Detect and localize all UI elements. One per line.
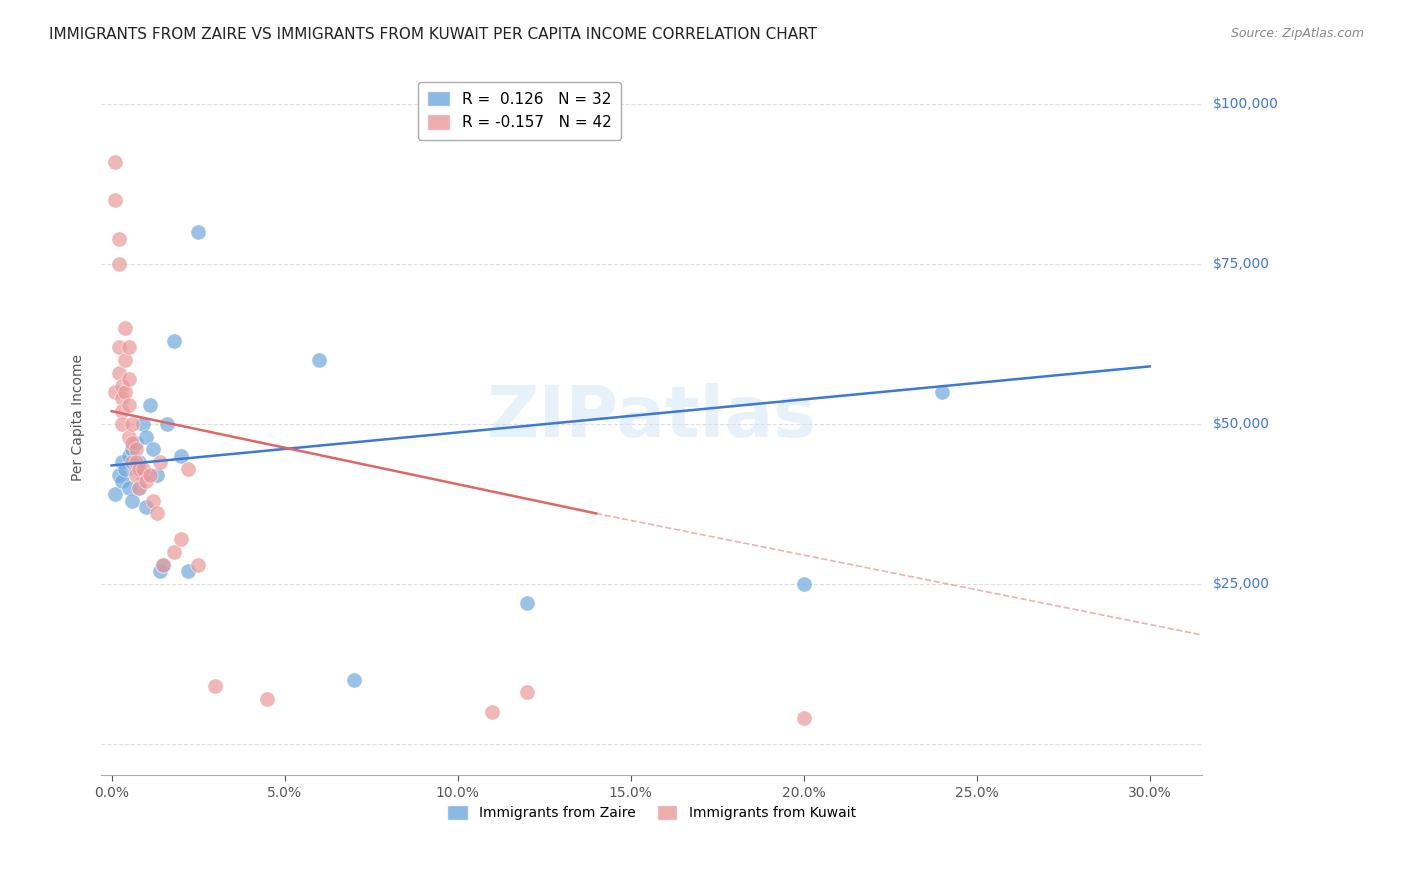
Immigrants from Kuwait [118,398,141,412]
Immigrants from Kuwait [104,154,127,169]
Immigrants from Zaire [114,461,136,475]
Immigrants from Zaire [145,468,167,483]
Immigrants from Zaire [931,384,953,399]
Immigrants from Kuwait [135,475,157,489]
Text: $50,000: $50,000 [1212,417,1270,431]
Immigrants from Kuwait [107,231,129,245]
Immigrants from Kuwait [118,430,141,444]
Immigrants from Zaire [308,353,330,368]
Immigrants from Zaire [163,334,186,348]
Immigrants from Zaire [121,493,143,508]
Immigrants from Kuwait [170,532,193,546]
Immigrants from Zaire [132,468,155,483]
Immigrants from Kuwait [142,493,165,508]
Immigrants from Kuwait [104,193,127,207]
Immigrants from Zaire [128,481,150,495]
Immigrants from Kuwait [107,366,129,380]
Immigrants from Zaire [125,461,148,475]
Immigrants from Kuwait [152,558,174,572]
Immigrants from Zaire [118,449,141,463]
Immigrants from Kuwait [104,384,127,399]
Immigrants from Kuwait [121,455,143,469]
Text: IMMIGRANTS FROM ZAIRE VS IMMIGRANTS FROM KUWAIT PER CAPITA INCOME CORRELATION CH: IMMIGRANTS FROM ZAIRE VS IMMIGRANTS FROM… [49,27,817,42]
Immigrants from Kuwait [481,705,503,719]
Immigrants from Kuwait [114,353,136,368]
Immigrants from Kuwait [187,558,209,572]
Immigrants from Zaire [128,455,150,469]
Immigrants from Kuwait [118,340,141,354]
Immigrants from Kuwait [132,461,155,475]
Immigrants from Kuwait [204,679,226,693]
Immigrants from Kuwait [125,442,148,457]
Immigrants from Kuwait [128,461,150,475]
Immigrants from Zaire [125,436,148,450]
Immigrants from Kuwait [111,378,134,392]
Immigrants from Kuwait [114,384,136,399]
Immigrants from Zaire [149,564,172,578]
Immigrants from Zaire [138,398,160,412]
Immigrants from Kuwait [163,545,186,559]
Immigrants from Kuwait [128,481,150,495]
Text: $75,000: $75,000 [1212,257,1270,271]
Legend: Immigrants from Zaire, Immigrants from Kuwait: Immigrants from Zaire, Immigrants from K… [441,800,862,826]
Immigrants from Zaire [135,500,157,514]
Immigrants from Kuwait [111,392,134,406]
Immigrants from Zaire [177,564,200,578]
Immigrants from Zaire [118,481,141,495]
Immigrants from Zaire [170,449,193,463]
Immigrants from Zaire [111,455,134,469]
Immigrants from Zaire [111,475,134,489]
Immigrants from Zaire [142,442,165,457]
Text: $100,000: $100,000 [1212,97,1278,112]
Immigrants from Kuwait [121,417,143,431]
Immigrants from Zaire [152,558,174,572]
Immigrants from Kuwait [121,436,143,450]
Immigrants from Zaire [156,417,179,431]
Immigrants from Kuwait [114,321,136,335]
Immigrants from Zaire [187,225,209,239]
Immigrants from Kuwait [138,468,160,483]
Immigrants from Zaire [132,417,155,431]
Immigrants from Zaire [343,673,366,687]
Immigrants from Zaire [121,442,143,457]
Immigrants from Kuwait [149,455,172,469]
Immigrants from Zaire [104,487,127,501]
Immigrants from Kuwait [107,257,129,271]
Text: $25,000: $25,000 [1212,577,1270,591]
Immigrants from Zaire [107,468,129,483]
Text: Source: ZipAtlas.com: Source: ZipAtlas.com [1230,27,1364,40]
Immigrants from Kuwait [107,340,129,354]
Y-axis label: Per Capita Income: Per Capita Income [72,354,86,481]
Immigrants from Kuwait [125,455,148,469]
Immigrants from Kuwait [125,468,148,483]
Immigrants from Kuwait [111,417,134,431]
Immigrants from Kuwait [145,507,167,521]
Text: ZIPatlas: ZIPatlas [486,383,817,452]
Immigrants from Kuwait [118,372,141,386]
Immigrants from Zaire [793,576,815,591]
Immigrants from Kuwait [177,461,200,475]
Immigrants from Kuwait [793,711,815,725]
Immigrants from Kuwait [516,685,538,699]
Immigrants from Zaire [516,596,538,610]
Immigrants from Zaire [135,430,157,444]
Immigrants from Kuwait [111,404,134,418]
Immigrants from Kuwait [256,691,278,706]
